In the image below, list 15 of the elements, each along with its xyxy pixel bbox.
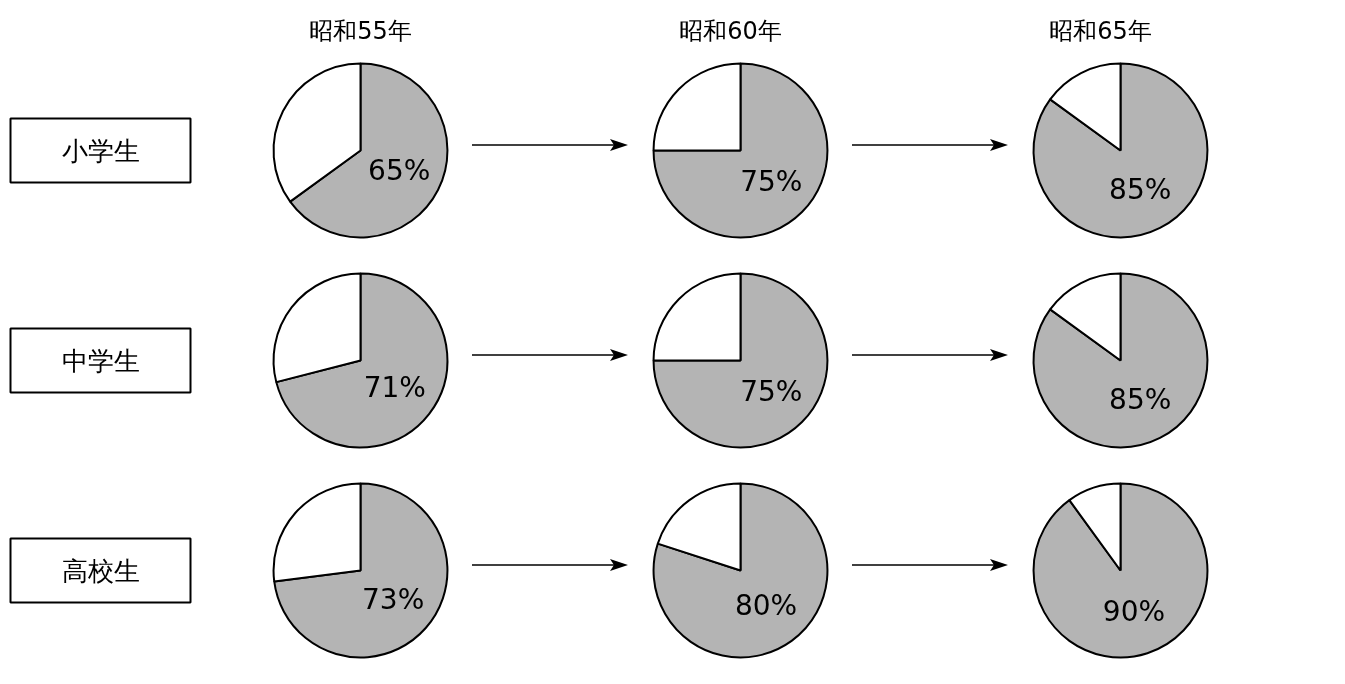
chart-title: 昭和65年 <box>1049 16 1152 45</box>
chart-title: 昭和55年 <box>309 16 412 45</box>
text: 高校生 <box>61 555 140 586</box>
data-label: 73% <box>362 582 425 616</box>
data-label: 71% <box>363 370 426 404</box>
text: 小学生 <box>61 135 140 166</box>
data-label: 75% <box>740 374 803 408</box>
data-label: 80% <box>734 589 798 623</box>
data-label: 90% <box>1102 595 1166 629</box>
text: 中学生 <box>61 345 140 376</box>
data-label: 85% <box>1109 382 1172 416</box>
data-label: 75% <box>740 164 803 198</box>
chart-title: 昭和60年 <box>679 16 782 45</box>
data-label: 85% <box>1109 172 1172 206</box>
data-label: 65% <box>368 153 431 187</box>
